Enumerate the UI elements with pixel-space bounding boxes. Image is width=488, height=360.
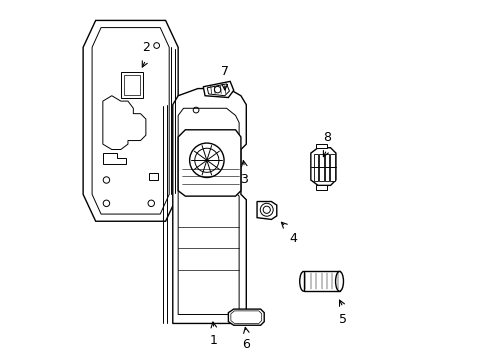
Text: 5: 5 (338, 313, 346, 326)
Polygon shape (224, 101, 237, 266)
Text: 4: 4 (289, 232, 297, 245)
Text: 7: 7 (220, 65, 228, 78)
Polygon shape (310, 148, 335, 185)
Text: 1: 1 (210, 334, 218, 347)
Text: 8: 8 (322, 131, 330, 144)
Ellipse shape (335, 271, 343, 291)
Bar (324, 154, 328, 181)
Ellipse shape (299, 271, 307, 291)
Text: 6: 6 (242, 338, 250, 351)
Polygon shape (203, 81, 233, 98)
Polygon shape (228, 309, 264, 325)
Bar (329, 154, 334, 181)
Bar (315, 144, 326, 148)
Bar (319, 154, 323, 181)
Text: 2: 2 (142, 41, 149, 54)
Polygon shape (172, 89, 246, 323)
Bar (123, 75, 140, 95)
Bar (313, 154, 318, 181)
Bar (303, 271, 339, 291)
Circle shape (189, 143, 224, 177)
Polygon shape (178, 130, 241, 196)
Bar (149, 173, 158, 180)
Text: 3: 3 (240, 173, 248, 186)
Bar (315, 185, 326, 190)
Polygon shape (257, 202, 276, 220)
Polygon shape (83, 21, 178, 221)
Bar (121, 72, 142, 98)
